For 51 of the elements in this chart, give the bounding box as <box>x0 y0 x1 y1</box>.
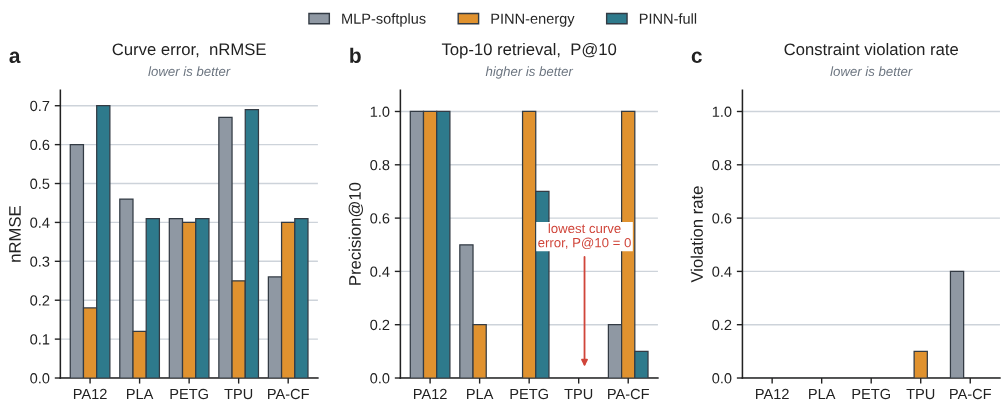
x-tick-label: PETG <box>170 388 208 400</box>
x-tick-label: PA12 <box>414 388 447 399</box>
y-tick-label: 0.2 <box>370 319 390 331</box>
legend-label: MLP-softplus <box>342 13 426 27</box>
text: 0.0 <box>370 373 390 384</box>
y-axis-title: nRMSE <box>9 206 21 262</box>
y-tick-label: 0.3 <box>30 256 50 267</box>
x-tick-label: TPU <box>564 388 593 400</box>
text: c <box>691 51 702 64</box>
y-tick-label: 0.4 <box>712 266 732 277</box>
y-tick-label: 0.2 <box>30 295 50 306</box>
chart-title: Top-10 retrieval, P@10 <box>441 42 617 59</box>
x-tick-label: PA-CF <box>608 388 649 400</box>
y-axis-title: Violation rate <box>690 186 703 283</box>
x-tick-label: TPU <box>906 388 935 400</box>
chart-title: Constraint violation rate <box>784 42 959 56</box>
x-tick-label: PETG <box>852 388 890 400</box>
y-tick-label: 0.2 <box>712 319 732 331</box>
chart-subtitle: lower is better <box>148 66 231 77</box>
y-tick-label: 0.6 <box>370 213 390 224</box>
chart-title: Curve error, nRMSE <box>112 43 266 58</box>
text: b <box>350 47 361 64</box>
y-axis-title: Precision@10 <box>348 182 363 285</box>
y-tick-label: 0.6 <box>712 213 732 224</box>
y-tick-label: 0.8 <box>712 159 732 171</box>
x-tick-label: PA-CF <box>950 388 991 400</box>
chart-subtitle: higher is better <box>485 66 574 79</box>
x-tick-label: PA-CF <box>268 388 309 400</box>
legend-label: PINN-full <box>639 13 697 24</box>
annotation: lowest curve error, P@10 = 0 <box>538 223 631 250</box>
text: a <box>9 51 21 64</box>
x-tick-label: PLA <box>467 388 494 399</box>
text: 1.0 <box>370 106 390 117</box>
y-tick-label: 0.4 <box>370 266 390 277</box>
y-tick-label: 0.5 <box>30 178 50 189</box>
text: 0.0 <box>712 373 732 384</box>
x-tick-label: PLA <box>809 388 836 399</box>
y-tick-label: 0.6 <box>30 139 50 151</box>
legend-label: PINN-energy <box>491 13 575 27</box>
x-tick-label: PLA <box>127 388 154 399</box>
y-tick-label: 0.7 <box>30 100 50 112</box>
x-tick-label: PETG <box>510 388 548 400</box>
chart-subtitle: lower is better <box>830 66 913 77</box>
x-tick-label: TPU <box>224 388 253 400</box>
text: 0.0 <box>30 373 50 384</box>
y-tick-label: 0.8 <box>370 159 390 171</box>
y-tick-label: 0.1 <box>30 334 50 345</box>
x-tick-label: PA12 <box>756 388 789 399</box>
text: 1.0 <box>712 106 732 117</box>
y-tick-label: 0.4 <box>30 217 50 228</box>
x-tick-label: PA12 <box>73 388 107 399</box>
